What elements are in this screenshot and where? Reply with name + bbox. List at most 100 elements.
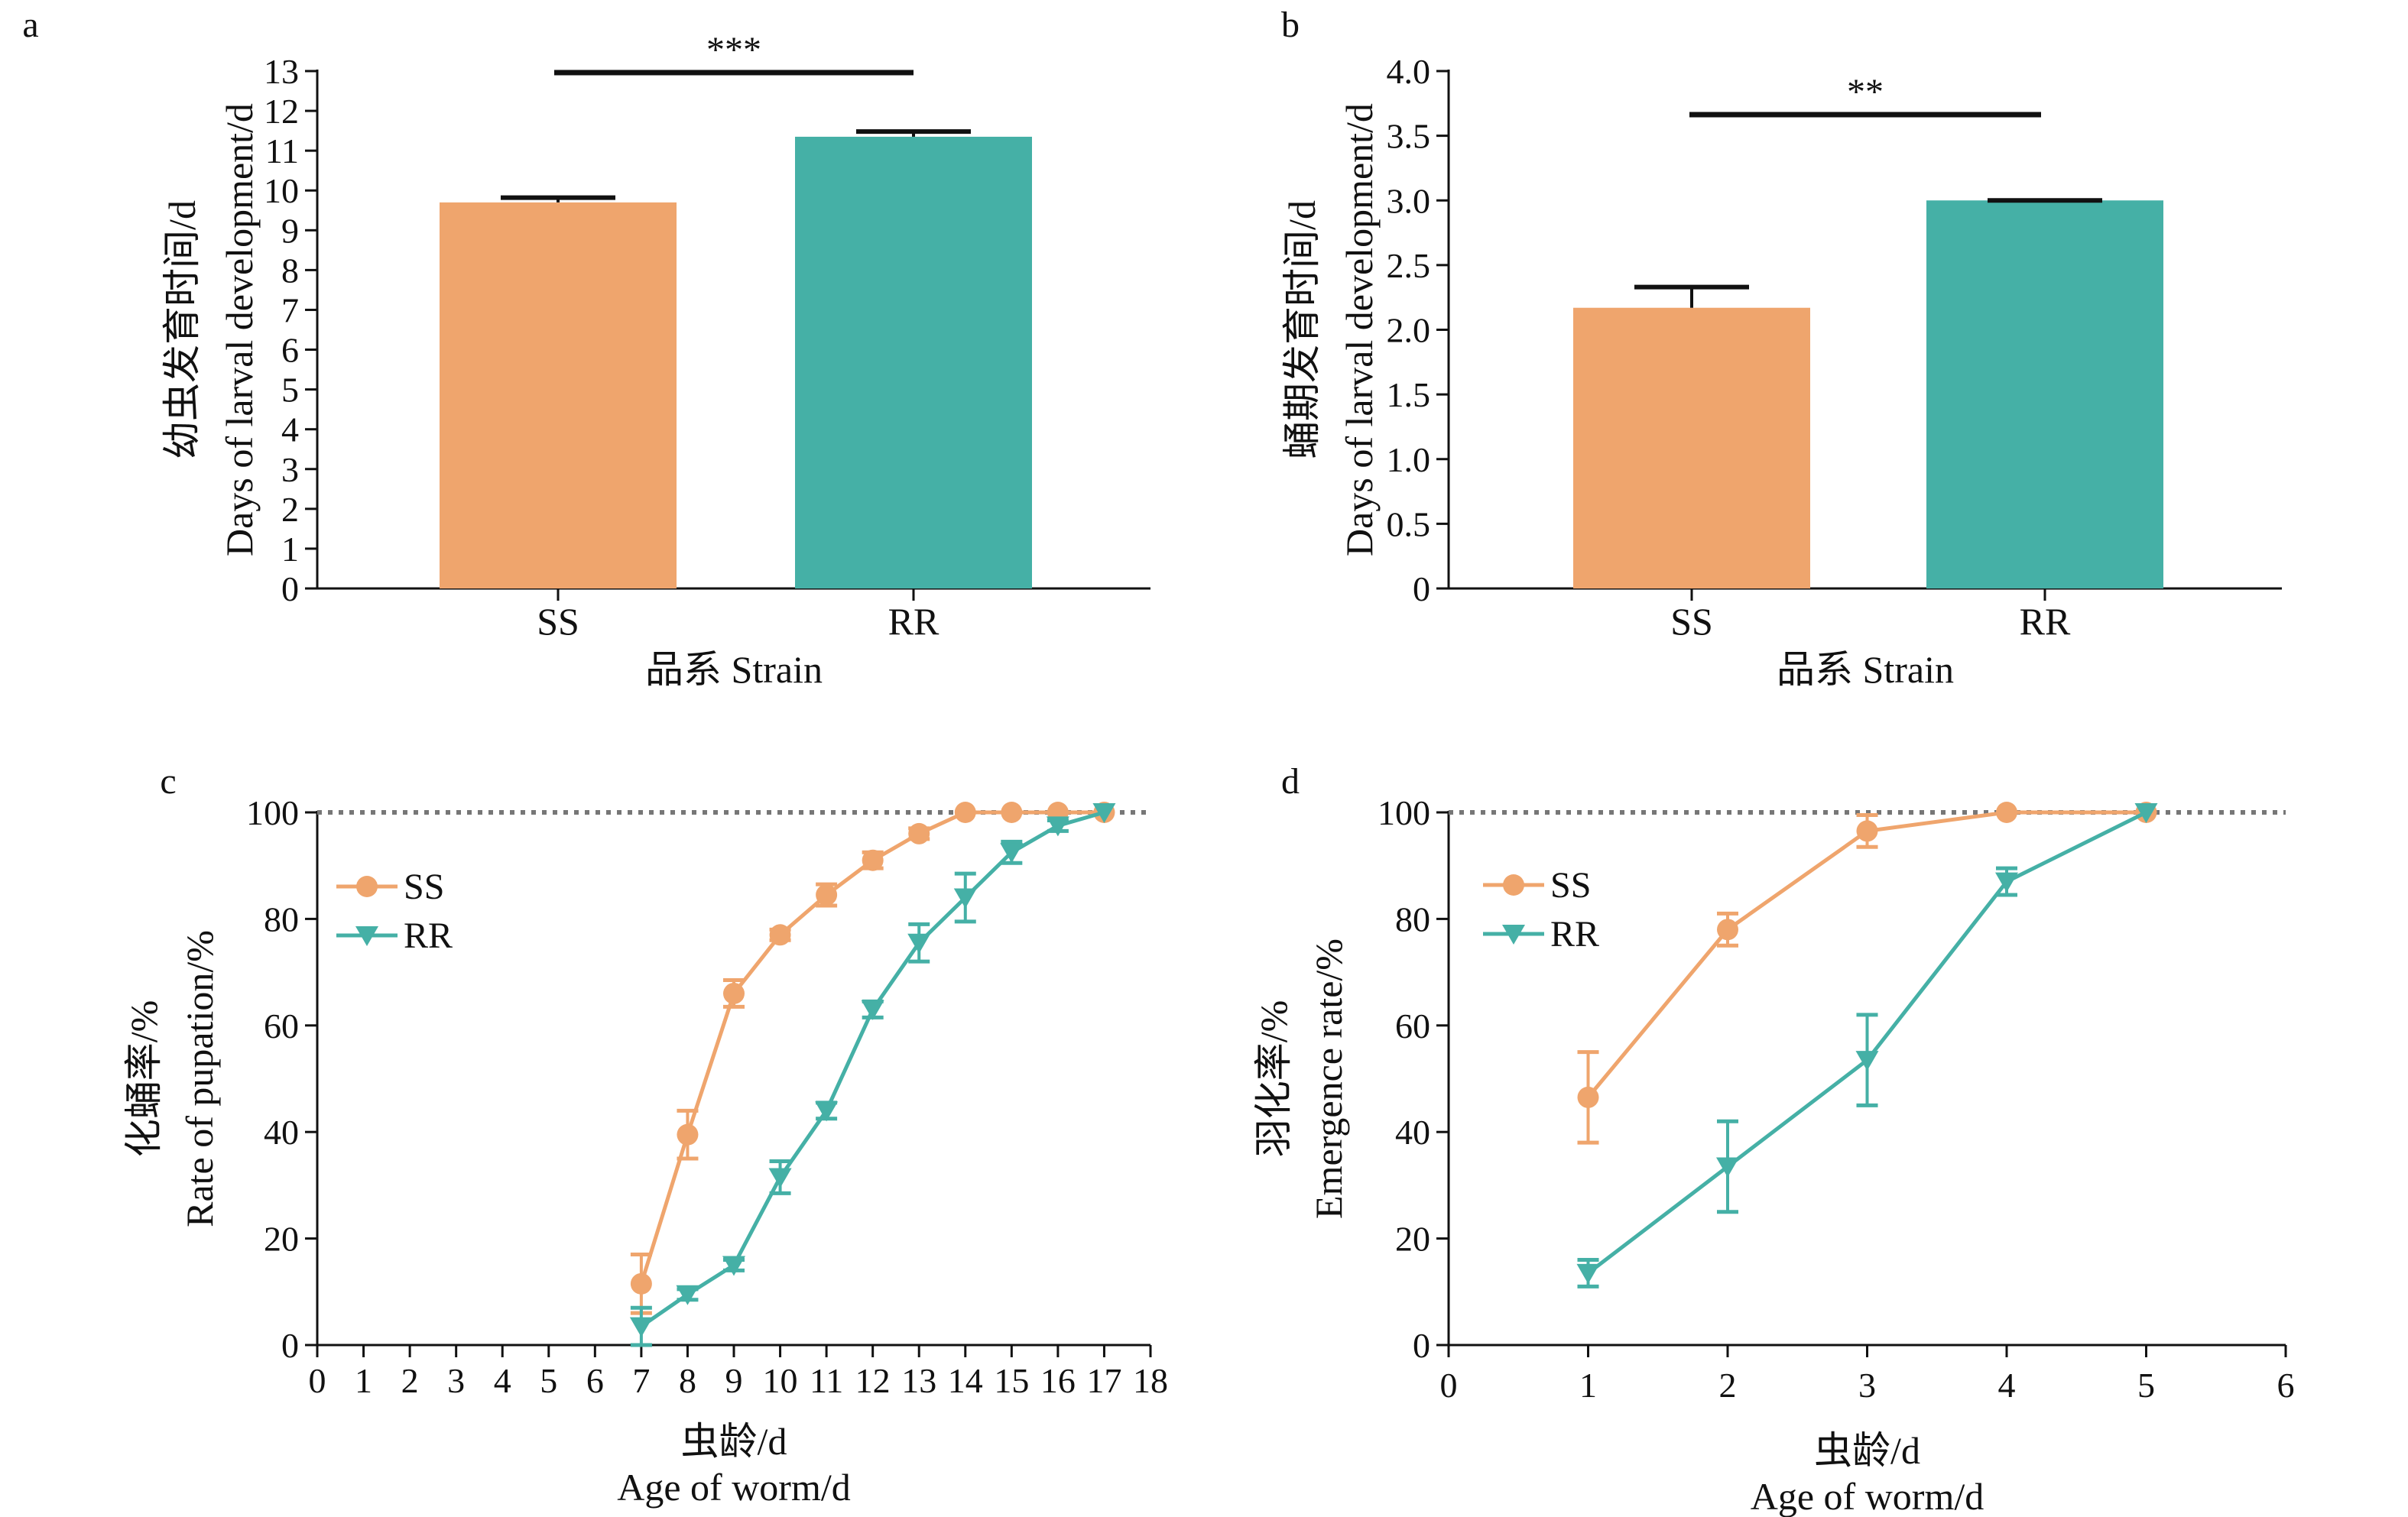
- y-axis-label-en: Days of larval development/d: [1338, 103, 1381, 556]
- x-tick-label: 17: [1086, 1361, 1121, 1400]
- x-tick-label: 13: [901, 1361, 936, 1400]
- y-axis-label-cn: 化蛹率/%: [122, 1000, 165, 1158]
- y-tick-label: 20: [1395, 1220, 1430, 1259]
- legend-entry-SS: SS: [1483, 865, 1591, 906]
- x-tick-label: 3: [1858, 1366, 1876, 1405]
- data-point-RR: [768, 1168, 792, 1188]
- data-point-RR: [1576, 1263, 1600, 1284]
- y-tick-label: 40: [264, 1113, 299, 1152]
- legend-entry-SS: SS: [336, 867, 444, 907]
- data-point-SS: [908, 822, 930, 844]
- series-RR: [629, 803, 1116, 1347]
- y-tick-label: 13: [264, 52, 299, 91]
- legend-label: SS: [404, 867, 444, 907]
- data-point-SS: [1717, 919, 1738, 941]
- x-tick-label: 15: [994, 1361, 1029, 1400]
- y-tick-label: 60: [1395, 1006, 1430, 1045]
- data-point-SS: [769, 924, 791, 946]
- bar-SS: [440, 202, 677, 588]
- y-tick-label: 20: [264, 1220, 299, 1259]
- legend-entry-RR: RR: [336, 916, 453, 956]
- legend-label: RR: [404, 916, 453, 956]
- category-label-RR: RR: [2020, 600, 2071, 643]
- data-point-RR: [2134, 803, 2158, 823]
- y-tick-label: 10: [264, 171, 299, 210]
- x-axis-label: 品系 Strain: [645, 648, 823, 691]
- y-tick-label: 0: [281, 1326, 299, 1365]
- y-axis-label-cn: 幼虫发育时间/d: [161, 200, 203, 459]
- data-point-RR: [1995, 872, 2018, 893]
- y-tick-label: 0: [281, 569, 299, 608]
- data-point-RR: [1716, 1157, 1739, 1178]
- y-axis-label-cn: 蛹期发育时间/d: [1280, 200, 1323, 459]
- x-tick-label: 16: [1040, 1361, 1076, 1400]
- series-line-SS: [639, 810, 1105, 1285]
- y-axis-label-en: Days of larval development/d: [218, 103, 261, 556]
- y-tick-label: 2.0: [1387, 311, 1431, 350]
- data-point-SS: [816, 884, 838, 906]
- y-tick-label: 1.5: [1387, 375, 1431, 414]
- y-tick-label: 11: [265, 131, 299, 170]
- significance-label: **: [1847, 72, 1884, 112]
- legend-label: SS: [1550, 865, 1591, 906]
- x-tick-label: 5: [540, 1361, 557, 1400]
- legend-marker: [1503, 874, 1524, 896]
- x-tick-label: 8: [679, 1361, 696, 1400]
- y-tick-label: 3.5: [1387, 117, 1431, 156]
- x-tick-label: 11: [810, 1361, 843, 1400]
- y-tick-label: 80: [1395, 900, 1430, 938]
- y-tick-label: 4.0: [1387, 52, 1431, 91]
- data-point-SS: [723, 982, 745, 1004]
- data-point-SS: [1001, 802, 1023, 823]
- x-tick-label: 18: [1133, 1361, 1168, 1400]
- data-point-RR: [1046, 816, 1069, 837]
- legend-entry-RR: RR: [1483, 914, 1599, 955]
- x-tick-label: 2: [1719, 1366, 1737, 1405]
- panel-b: b 0 0.5 1.0 1.5 2.0 2.5 3.0 3.5 4.0 蛹期发育时间/d Days o…: [1280, 5, 2282, 691]
- y-tick-label: 3.0: [1387, 181, 1431, 220]
- x-tick-label: 1: [1579, 1366, 1597, 1405]
- y-tick-label: 60: [264, 1006, 299, 1045]
- bar-RR: [795, 136, 1032, 588]
- y-tick-label: 6: [281, 331, 299, 370]
- data-point-RR: [953, 888, 977, 909]
- x-tick-label: 3: [447, 1361, 465, 1400]
- y-tick-label: 80: [264, 900, 299, 938]
- x-tick-label: 7: [632, 1361, 650, 1400]
- y-tick-label: 100: [1378, 793, 1430, 832]
- data-point-SS: [677, 1123, 699, 1146]
- x-tick-label: 9: [725, 1361, 743, 1400]
- category-label-SS: SS: [1670, 600, 1713, 643]
- x-tick-label: 12: [855, 1361, 891, 1400]
- y-tick-label: 8: [281, 251, 299, 290]
- data-point-SS: [954, 802, 976, 823]
- panel-label: d: [1281, 761, 1300, 802]
- data-point-RR: [1000, 843, 1024, 864]
- y-tick-label: 12: [264, 92, 299, 131]
- x-axis-label-en: Age of worm/d: [617, 1466, 851, 1509]
- category-label-SS: SS: [537, 600, 579, 643]
- legend-marker: [355, 926, 378, 946]
- y-axis-label-cn: 羽化率/%: [1252, 1000, 1295, 1158]
- category-label-RR: RR: [888, 600, 940, 643]
- y-tick-label: 100: [246, 793, 299, 832]
- panel-label: b: [1281, 5, 1300, 45]
- data-point-RR: [1092, 803, 1116, 823]
- panel-label: a: [22, 5, 38, 45]
- x-tick-label: 4: [494, 1361, 511, 1400]
- x-tick-label: 0: [1440, 1366, 1458, 1405]
- y-tick-label: 1: [281, 530, 299, 569]
- y-tick-label: 1.0: [1387, 440, 1431, 479]
- y-axis-label-en: Rate of pupation/%: [178, 930, 221, 1227]
- legend-marker: [1502, 925, 1525, 945]
- y-tick-label: 0: [1413, 569, 1430, 608]
- y-tick-label: 0: [1413, 1326, 1430, 1365]
- y-tick-label: 9: [281, 211, 299, 250]
- bar-RR: [1926, 200, 2163, 588]
- x-axis-label-cn: 虫龄/d: [681, 1420, 787, 1463]
- x-tick-label: 6: [2277, 1366, 2295, 1405]
- bar-SS: [1573, 307, 1810, 588]
- x-tick-label: 5: [2137, 1366, 2155, 1405]
- y-tick-label: 40: [1395, 1113, 1430, 1152]
